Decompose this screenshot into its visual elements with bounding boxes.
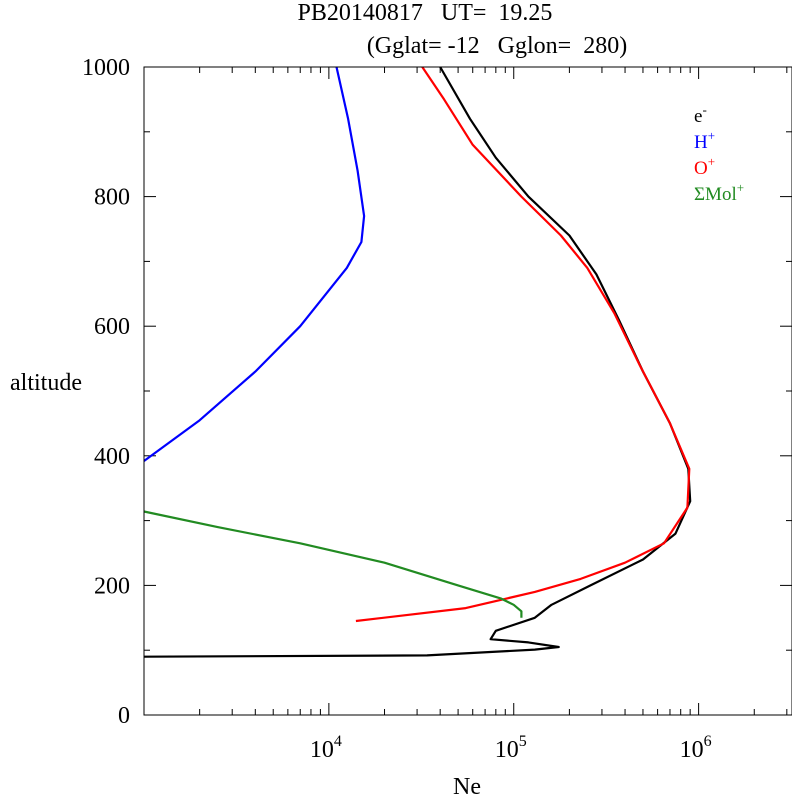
series-line-o	[355, 66, 691, 623]
x-tick-label: 106	[680, 733, 712, 763]
y-tick-label: 200	[94, 573, 130, 599]
y-tick-label: 0	[118, 703, 130, 729]
legend-entry-mol: ΣMol+	[694, 180, 744, 205]
x-tick-label: 104	[310, 733, 342, 763]
x-tick-base: 10	[495, 737, 519, 763]
series-line-mol	[143, 510, 523, 618]
chart-subtitle: (Gglat= -12 Gglon= 280)	[367, 33, 627, 59]
legend-label: H	[694, 132, 708, 153]
x-axis-label: Ne	[453, 774, 481, 796]
legend-superscript: -	[702, 102, 706, 117]
legend-superscript: +	[708, 128, 715, 143]
y-tick-label: 800	[94, 185, 130, 211]
x-tick-exponent: 4	[334, 733, 342, 750]
chart-title: PB20140817 UT= 19.25	[298, 0, 553, 26]
plot-frame	[143, 66, 792, 716]
x-tick-base: 10	[680, 737, 704, 763]
data-series	[143, 66, 692, 658]
legend-entry-e: e-	[694, 102, 707, 127]
x-tick-exponent: 6	[704, 733, 712, 750]
legend-superscript: +	[708, 154, 715, 169]
legend-superscript: +	[737, 180, 744, 195]
y-axis-label: altitude	[10, 370, 82, 396]
legend-label: O	[694, 158, 708, 179]
legend-label: ΣMol	[694, 184, 737, 205]
x-tick-label: 105	[495, 733, 527, 763]
x-tick-base: 10	[310, 737, 334, 763]
legend: e-H+O+ΣMol+	[694, 102, 744, 205]
y-tick-label: 1000	[82, 55, 130, 81]
legend-entry-h: H+	[694, 128, 715, 153]
y-tick-label: 400	[94, 444, 130, 470]
x-tick-exponent: 5	[519, 733, 527, 750]
series-line-h	[143, 66, 366, 462]
y-tick-label: 600	[94, 314, 130, 340]
legend-entry-o: O+	[694, 154, 715, 179]
legend-label: e	[694, 106, 702, 127]
series-line-e	[143, 66, 692, 658]
